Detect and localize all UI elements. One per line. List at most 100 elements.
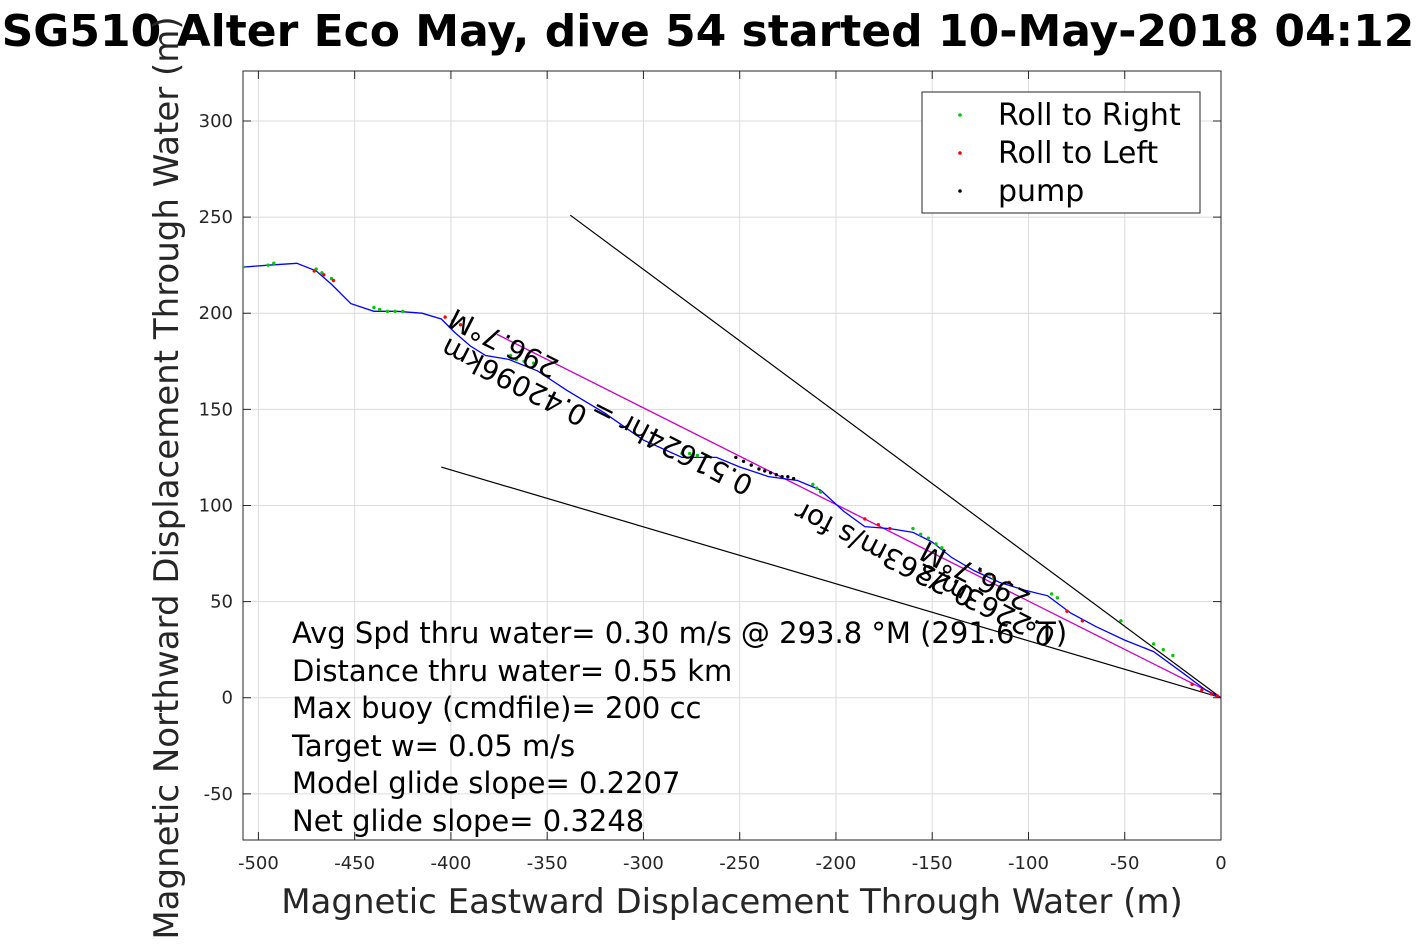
pump-point	[774, 473, 778, 477]
roll-right-point	[372, 305, 376, 310]
roll-right-point	[393, 309, 397, 314]
pump-point	[734, 455, 738, 460]
legend-marker-roll-left	[958, 151, 962, 155]
roll-right-point	[1151, 642, 1156, 646]
roll-right-point	[934, 542, 938, 546]
roll-right-point	[1171, 653, 1175, 658]
x-tick-label: -500	[238, 853, 279, 874]
roll-right-point	[940, 546, 944, 550]
roll-left-point	[451, 319, 455, 323]
x-tick-label: -450	[334, 853, 375, 874]
y-tick-label: 250	[199, 207, 233, 228]
pump-point	[741, 459, 746, 463]
pump-point	[786, 474, 790, 479]
legend-label-pump: pump	[998, 174, 1084, 209]
x-tick-label: 0	[1215, 853, 1226, 874]
y-tick-label: 150	[199, 399, 233, 420]
roll-left-point	[312, 269, 316, 273]
roll-right-point	[377, 307, 382, 312]
x-tick-label: -50	[1110, 853, 1139, 874]
annotation-distance: Distance thru water= 0.55 km	[292, 654, 732, 688]
pump-point	[791, 476, 796, 481]
roll-right-point	[687, 451, 692, 456]
legend-marker-roll-right	[958, 113, 962, 117]
series-group	[243, 214, 1221, 699]
roll-right-point	[1049, 592, 1054, 596]
annotations: Avg Spd thru water= 0.30 m/s @ 293.8 °M …	[291, 616, 1067, 838]
roll-left-point	[888, 526, 892, 531]
rotated-label: 0.51624hr =	[585, 392, 758, 502]
roll-right-point	[811, 482, 815, 487]
y-axis-label: Magnetic Northward Displacement Through …	[147, 16, 187, 939]
x-tick-label: -150	[912, 853, 953, 874]
y-tick-label: 300	[199, 111, 233, 132]
y-tick-label: 50	[210, 592, 233, 613]
legend-label-roll-left: Roll to Left	[998, 136, 1158, 171]
pump-point	[763, 469, 767, 473]
roll-left-point	[876, 523, 881, 527]
pump-point	[768, 471, 773, 475]
pump-point	[749, 463, 753, 467]
roll-right-point	[532, 361, 536, 365]
roll-left-point	[443, 315, 447, 319]
roll-right-point	[266, 263, 270, 267]
ticks: -500 -450 -400 -350 -300 -250 -200 -150 -100 -50 0…	[199, 71, 1227, 874]
x-axis-label: Magnetic Eastward Displacement Through W…	[281, 882, 1183, 922]
roll-right-point	[401, 309, 405, 314]
plot-area	[242, 70, 1222, 841]
track-line	[243, 262, 1221, 699]
roll-left-point	[1007, 580, 1011, 585]
annotation-max-buoy: Max buoy (cmdfile)= 200 cc	[292, 691, 701, 725]
roll-right-point	[926, 536, 931, 540]
x-tick-label: -200	[816, 853, 857, 874]
y-tick-label: 0	[222, 688, 233, 709]
roll-right-point	[1161, 647, 1165, 652]
roll-left-point	[978, 569, 983, 573]
roll-right-point	[680, 451, 684, 456]
roll-left-point	[458, 323, 463, 327]
x-tick-label: -400	[430, 853, 471, 874]
roll-left-point	[992, 574, 996, 579]
roll-right-point	[1055, 596, 1060, 600]
x-tick-label: -250	[719, 853, 760, 874]
annotation-avg-speed: Avg Spd thru water= 0.30 m/s @ 293.8 °M …	[292, 616, 1067, 650]
roll-right-point	[988, 572, 992, 577]
chart-title: SG510 Alter Eco May, dive 54 started 10-…	[2, 6, 1415, 57]
x-tick-label: -100	[1008, 853, 1049, 874]
pump-point	[780, 474, 784, 479]
roll-left-point	[331, 278, 336, 283]
x-tick-label: -350	[527, 853, 568, 874]
fit-line	[496, 333, 1221, 699]
roll-left-point	[863, 517, 867, 521]
annotation-model-glide-slope: Model glide slope= 0.2207	[292, 766, 680, 800]
cone-line	[441, 466, 1221, 699]
roll-left-point	[1080, 619, 1085, 623]
roll-right-point	[272, 261, 276, 265]
cone-line	[569, 214, 1221, 699]
legend-label-roll-right: Roll to Right	[998, 98, 1181, 133]
roll-right-point	[243, 265, 245, 269]
roll-left-point	[1215, 694, 1219, 698]
roll-left-point	[1190, 682, 1194, 686]
roll-left-point	[322, 273, 326, 277]
roll-right-point	[815, 486, 819, 490]
y-tick-label: 200	[199, 303, 233, 324]
y-tick-label: -50	[204, 784, 233, 805]
roll-right-point	[508, 353, 513, 358]
annotation-net-glide-slope: Net glide slope= 0.3248	[292, 804, 644, 838]
roll-right-point	[1119, 619, 1123, 623]
roll-right-point	[514, 357, 519, 362]
roll-right-point	[695, 453, 700, 458]
roll-right-point	[911, 526, 915, 531]
roll-right-point	[918, 532, 923, 537]
roll-right-point	[818, 490, 823, 494]
annotation-target-w: Target w= 0.05 m/s	[291, 729, 575, 763]
legend-marker-pump	[958, 189, 962, 193]
roll-right-point	[385, 309, 390, 314]
y-tick-label: 100	[199, 495, 233, 516]
legend: Roll to Right Roll to Left pump	[921, 91, 1201, 214]
pump-point	[757, 467, 761, 471]
roll-left-point	[1065, 609, 1069, 613]
